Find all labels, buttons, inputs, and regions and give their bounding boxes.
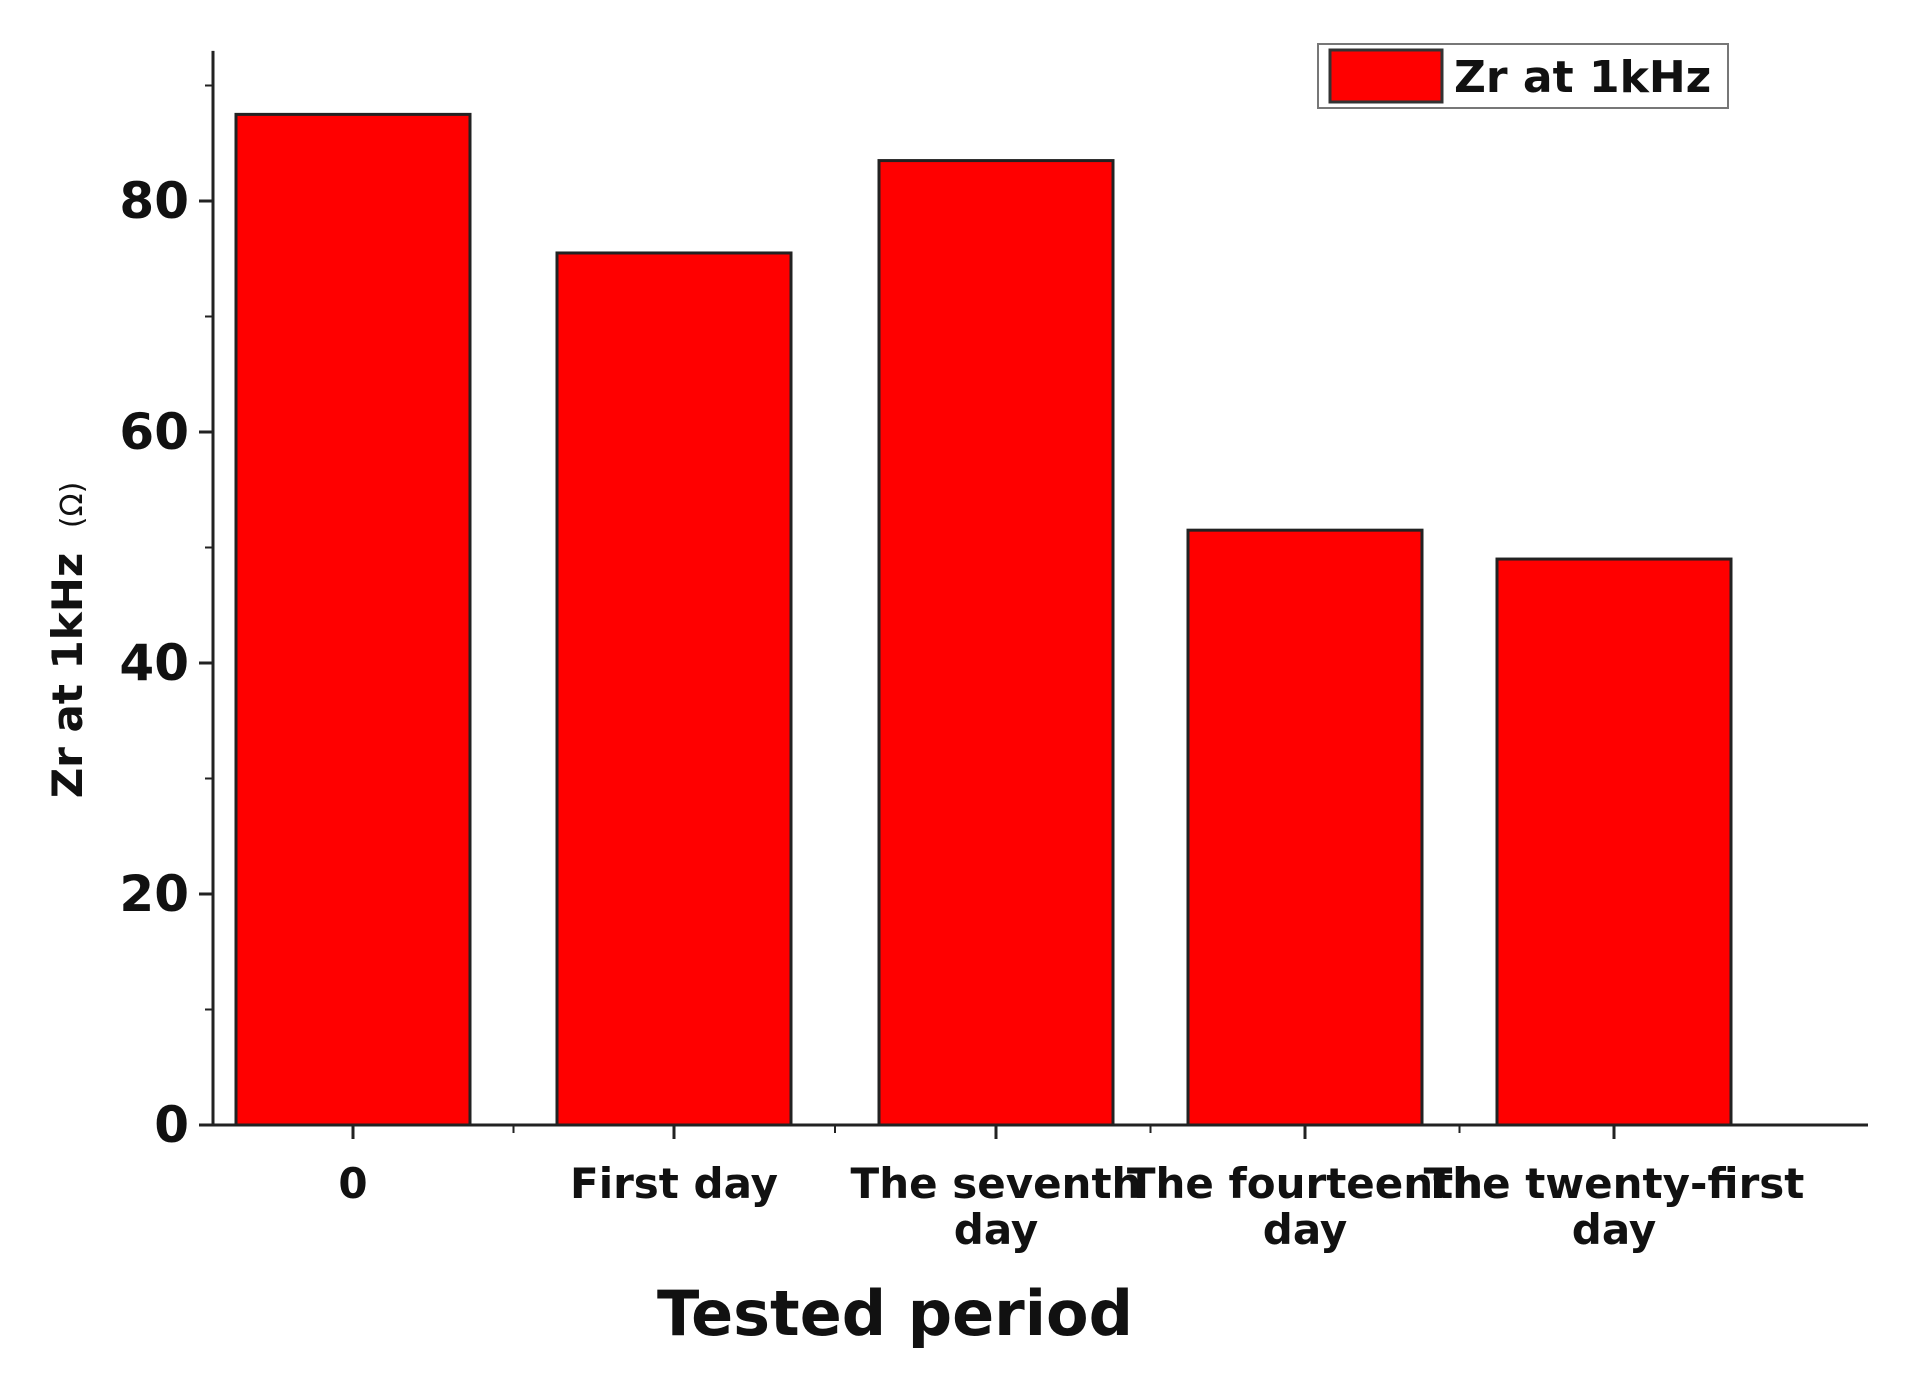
y-tick-label: 40: [119, 634, 189, 692]
x-axis-title: Tested period: [657, 1277, 1133, 1350]
legend-label: Zr at 1kHz: [1454, 52, 1711, 103]
y-axis-unit: (Ω): [55, 482, 90, 528]
y-tick-label: 80: [119, 172, 189, 230]
bar-0: [234, 112, 472, 1127]
bar-2: [877, 159, 1115, 1127]
bars-group: [234, 112, 1733, 1127]
y-axis-title: Zr at 1kHz (Ω): [43, 482, 92, 799]
y-tick-label: 20: [119, 865, 189, 923]
axes-group: [211, 50, 1868, 1127]
y-tick-label: 60: [119, 403, 189, 461]
legend-swatch: [1328, 48, 1444, 104]
x-category-label: The twenty-first day: [1424, 1159, 1805, 1254]
bar-3: [1186, 528, 1424, 1127]
legend: Zr at 1kHz: [1317, 43, 1729, 109]
bar-1: [555, 251, 793, 1127]
x-category-label: The fourteenth day: [1127, 1159, 1483, 1254]
y-axis-label: Zr at 1kHz: [43, 553, 92, 799]
x-category-label: First day: [570, 1159, 778, 1208]
x-category-label: 0: [338, 1159, 367, 1208]
bar-4: [1495, 557, 1733, 1127]
ticks-group: 0 20 40 60 80: [119, 84, 1616, 1154]
x-category-label: The seventh day: [851, 1159, 1142, 1254]
y-tick-label: 0: [154, 1096, 189, 1154]
